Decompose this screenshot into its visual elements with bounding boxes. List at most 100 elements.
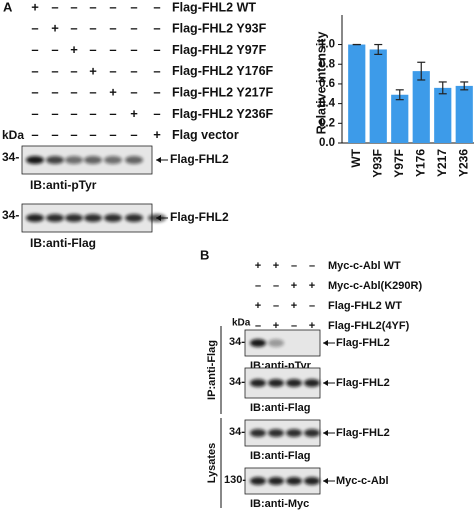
bar	[434, 87, 452, 143]
y-tick-label: 1.0	[319, 39, 335, 51]
sign: –	[255, 280, 261, 292]
band	[46, 156, 64, 164]
band	[125, 156, 143, 164]
sign: +	[255, 300, 261, 312]
band	[125, 214, 143, 222]
row-label: Flag-FHL2 Y236F	[172, 107, 274, 121]
row-label: Flag-FHL2 WT	[172, 0, 256, 14]
y-tick-label: 0.2	[319, 117, 335, 129]
y-tick-label: 0.8	[319, 58, 336, 70]
y-tick-label: 0.6	[319, 78, 335, 90]
panel-label: A	[3, 0, 13, 14]
row-label: Flag-FHL2 Y217F	[172, 85, 274, 99]
sign: –	[153, 42, 160, 57]
band	[104, 156, 122, 164]
error-bar	[374, 43, 383, 55]
error-bar	[460, 81, 469, 91]
error-bar	[417, 61, 426, 81]
sign: –	[130, 85, 137, 100]
row-label: Flag-FHL2(4YF)	[328, 320, 410, 332]
band	[250, 379, 266, 387]
sign: +	[291, 300, 297, 312]
sign: –	[255, 320, 261, 332]
band	[250, 429, 266, 437]
sign: +	[255, 260, 261, 272]
panel-label: B	[200, 247, 209, 262]
sign: +	[273, 260, 279, 272]
sign: –	[51, 42, 58, 57]
row-label: Flag vector	[172, 128, 239, 142]
group-label: Lysates	[206, 443, 218, 484]
sign: –	[89, 42, 96, 57]
band	[304, 379, 320, 387]
band	[104, 214, 122, 222]
arrow-head	[156, 215, 161, 221]
sign: +	[51, 21, 59, 36]
row-label: Flag-FHL2 WT	[328, 300, 402, 312]
sign: +	[70, 42, 78, 57]
x-tick-label: WT	[349, 148, 363, 167]
sign: –	[273, 300, 279, 312]
bar	[348, 44, 366, 143]
band	[65, 156, 83, 164]
sign: –	[273, 280, 279, 292]
sign: –	[31, 21, 38, 36]
bar	[391, 94, 409, 143]
error-bar	[395, 89, 404, 101]
sign: –	[31, 63, 38, 78]
sign: –	[51, 127, 58, 142]
sign: –	[89, 127, 96, 142]
sign: –	[153, 106, 160, 121]
x-tick-label: Y176	[413, 149, 427, 177]
sign: –	[70, 85, 77, 100]
arrow-head	[323, 430, 328, 436]
sign: –	[109, 42, 116, 57]
sign: –	[31, 127, 38, 142]
sign: –	[309, 260, 315, 272]
arrow-head	[323, 340, 328, 346]
band	[268, 477, 284, 485]
band	[304, 429, 320, 437]
band	[286, 429, 302, 437]
sign: –	[89, 0, 96, 14]
sign: –	[109, 106, 116, 121]
group-label: IP:anti-Flag	[206, 340, 218, 400]
sign: –	[109, 127, 116, 142]
antibody-label: IB:anti-Flag	[250, 402, 311, 414]
bar	[369, 49, 387, 143]
antibody-label: IB:anti-Flag	[30, 236, 96, 250]
sign: +	[130, 106, 138, 121]
x-tick-label: Y93F	[370, 149, 384, 178]
band	[65, 214, 83, 222]
sign: –	[31, 42, 38, 57]
sign: –	[31, 106, 38, 121]
sign: –	[89, 85, 96, 100]
y-tick-label: 0.0	[319, 137, 335, 149]
band	[26, 156, 44, 164]
bar	[455, 85, 473, 143]
band	[250, 477, 266, 485]
band	[26, 214, 44, 222]
band-label: Flag-FHL2	[336, 337, 390, 349]
sign: –	[130, 42, 137, 57]
band	[268, 339, 284, 347]
band	[268, 429, 284, 437]
row-label: Flag-FHL2 Y97F	[172, 43, 267, 57]
sign: +	[309, 280, 315, 292]
band-label: Flag-FHL2	[336, 427, 390, 439]
arrow-head	[323, 478, 328, 484]
sign: +	[109, 85, 117, 100]
sign: –	[51, 63, 58, 78]
mw-marker: 34-	[2, 208, 19, 222]
row-label: Myc-c-Abl(K290R)	[328, 280, 422, 292]
sign: –	[130, 127, 137, 142]
sign: –	[109, 63, 116, 78]
y-axis-label: Relative intensity	[314, 32, 328, 135]
sign: –	[153, 0, 160, 14]
sign: –	[89, 106, 96, 121]
bar	[412, 71, 430, 143]
arrow-head	[156, 157, 161, 163]
sign: –	[31, 85, 38, 100]
antibody-label: IB:anti-Flag	[250, 450, 311, 462]
